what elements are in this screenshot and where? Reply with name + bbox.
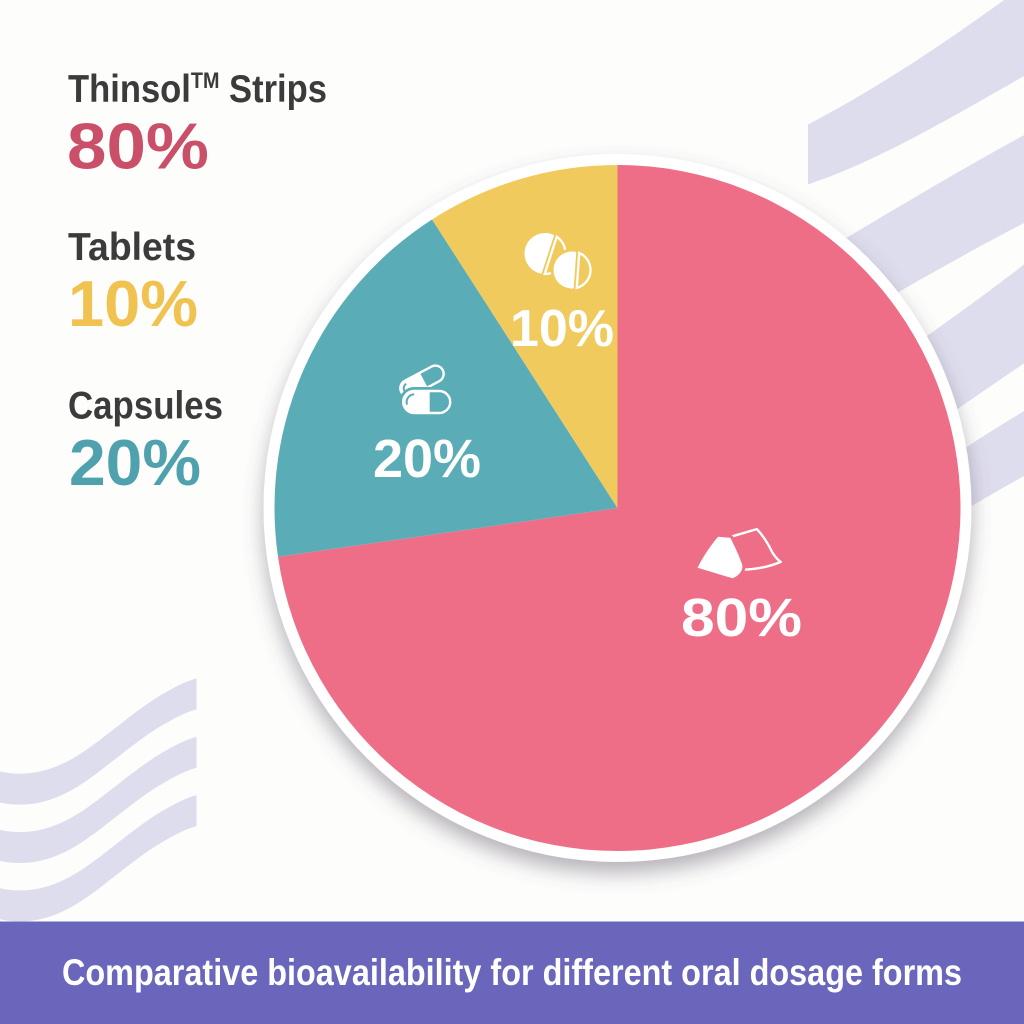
svg-text:80%: 80% — [67, 111, 209, 183]
svg-text:Tablets: Tablets — [68, 226, 196, 269]
svg-text:Comparative bioavailability fo: Comparative bioavailability for differen… — [62, 951, 962, 993]
svg-text:Capsules: Capsules — [68, 384, 223, 427]
svg-text:20%: 20% — [373, 429, 481, 489]
svg-text:10%: 10% — [510, 300, 614, 358]
svg-text:ThinsolTM Strips: ThinsolTM Strips — [68, 68, 327, 111]
svg-text:80%: 80% — [681, 588, 802, 648]
svg-text:20%: 20% — [69, 427, 201, 499]
svg-text:10%: 10% — [68, 268, 198, 340]
